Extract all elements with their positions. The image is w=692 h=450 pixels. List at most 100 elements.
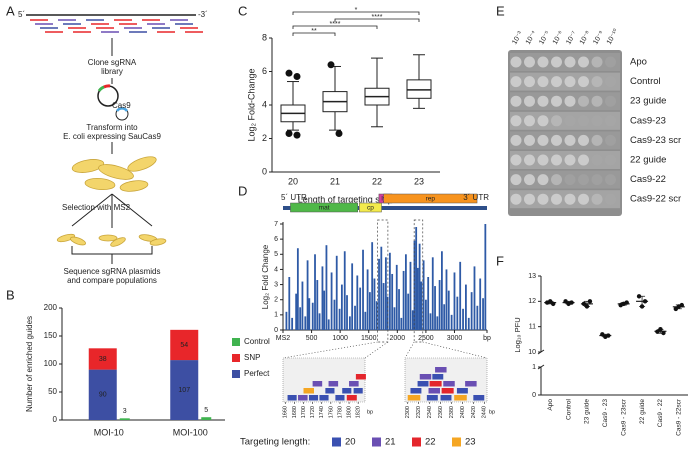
spot — [564, 154, 576, 166]
gene — [359, 202, 382, 213]
x-tick-label: 1500 — [361, 335, 377, 342]
significance-bracket — [292, 32, 336, 36]
outlier — [327, 61, 335, 69]
x-tick-label: bp — [483, 335, 491, 342]
spot — [605, 134, 616, 146]
bar-segment — [88, 348, 117, 370]
x-tick-label: Apo — [547, 399, 554, 411]
bar — [400, 317, 403, 330]
legend-swatch — [332, 437, 341, 447]
row-label: 23 guide — [630, 96, 666, 107]
y-tick-label: 100 — [44, 359, 58, 368]
bar — [346, 295, 348, 330]
spot — [551, 95, 562, 107]
inset-tick-label: 2360 — [438, 406, 444, 418]
guide — [443, 381, 455, 387]
bar — [427, 277, 430, 330]
legend-label: 21 — [385, 437, 396, 448]
spot — [605, 115, 616, 127]
bar — [388, 252, 391, 330]
arrow — [111, 193, 153, 227]
bar — [371, 242, 374, 330]
bar — [484, 224, 487, 330]
y-tick-label: 10 — [528, 349, 536, 356]
bar — [429, 313, 432, 330]
spot — [591, 134, 603, 146]
zoom-connector — [422, 341, 488, 359]
bar — [295, 293, 298, 330]
panel-label: B — [6, 287, 15, 302]
spot — [551, 134, 562, 146]
step-text: and compare populations — [67, 276, 157, 285]
spot — [524, 174, 535, 186]
point — [642, 299, 648, 304]
spot — [605, 174, 616, 186]
inset-tick-label: 2420 — [471, 406, 477, 418]
value-label: 54 — [180, 342, 188, 349]
bar — [462, 308, 464, 330]
bar — [356, 275, 359, 330]
guide — [440, 395, 452, 401]
value-label: 5 — [204, 407, 208, 414]
bar — [362, 249, 364, 330]
spot — [578, 115, 589, 127]
significance-bracket — [292, 11, 420, 15]
x-tick-label: Cas9 - 23 — [602, 399, 609, 428]
guide — [432, 374, 444, 380]
y-tick-label: 150 — [44, 331, 58, 340]
y-tick-label: 7 — [274, 221, 278, 228]
point — [569, 300, 574, 305]
spot — [591, 154, 603, 166]
y-tick-label: 200 — [44, 303, 58, 312]
legend-label: SNP — [244, 353, 260, 362]
cell — [149, 238, 167, 246]
bar — [398, 289, 400, 330]
spot — [605, 76, 616, 88]
guide — [353, 388, 363, 394]
bar — [413, 240, 416, 330]
bar — [420, 281, 423, 330]
point — [679, 302, 685, 308]
bar — [316, 280, 319, 330]
y-tick-label: 3 — [274, 281, 278, 288]
legend-label: 23 — [465, 437, 476, 448]
five-prime: 5´ — [18, 10, 25, 19]
bar — [304, 316, 307, 330]
bar — [456, 296, 459, 330]
bar — [467, 317, 470, 330]
spot — [591, 115, 603, 127]
spot — [564, 95, 576, 107]
bar — [393, 307, 396, 330]
spot — [524, 95, 535, 107]
y-tick-label: 4 — [262, 99, 267, 109]
spot — [551, 193, 562, 205]
value-label: 38 — [99, 356, 107, 363]
y-tick-label: 2 — [274, 297, 278, 304]
bar — [343, 251, 346, 330]
point — [636, 294, 642, 299]
bar — [402, 270, 405, 330]
point — [658, 327, 663, 332]
guide — [465, 381, 477, 387]
x-tick-label: 22 guide — [639, 399, 646, 424]
bar — [434, 286, 436, 330]
row-label: Cas9-23 scr — [630, 135, 681, 146]
y-axis-label: Log₂ Fold Change — [261, 244, 270, 309]
spot — [551, 115, 562, 127]
bar — [411, 310, 414, 330]
panel-label: F — [496, 253, 504, 268]
y-axis-label: Log₁₀ PFU — [513, 317, 522, 352]
bar — [333, 299, 336, 330]
spot — [591, 56, 603, 68]
cell — [98, 164, 134, 180]
bar — [447, 290, 450, 330]
outlier — [285, 129, 293, 137]
bracket — [71, 246, 153, 264]
y-tick-label: 11 — [529, 324, 536, 331]
bar — [338, 308, 341, 330]
guide — [454, 395, 467, 401]
bar — [422, 260, 425, 330]
spot — [524, 76, 535, 88]
cell — [84, 177, 116, 191]
legend-swatch — [232, 370, 240, 378]
